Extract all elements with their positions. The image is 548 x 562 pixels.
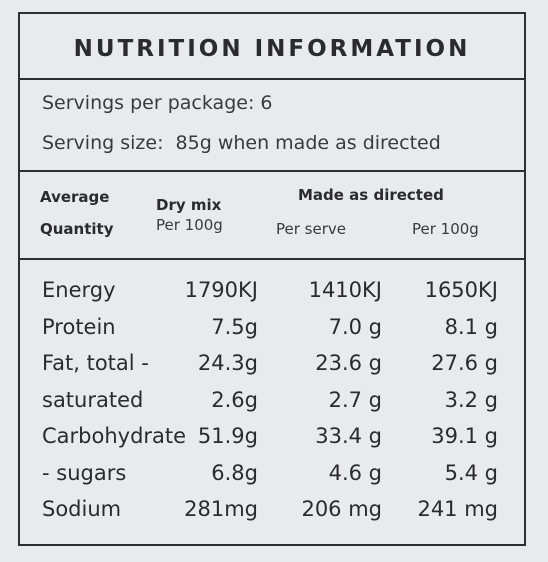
servings: Servings per package: 6 [42, 92, 273, 114]
per-100g-value: 5.4 g [444, 460, 498, 485]
dry-mix-value: 51.9g [197, 424, 258, 448]
title: NUTRITION INFORMATION [73, 36, 471, 62]
col-header: Per 100g [412, 220, 479, 238]
dry-mix-value: 2.6g [211, 387, 258, 412]
dry-mix-value: 6.8g [211, 460, 258, 485]
dry-mix-value: 281mg [184, 497, 258, 521]
per-serve-value: 7.0 g [328, 314, 382, 339]
per-serve-value: 1410KJ [308, 278, 382, 302]
per-serve-value: 33.4 g [315, 424, 382, 448]
divider [20, 258, 524, 260]
divider [20, 78, 524, 80]
per-serve-value: 23.6 g [315, 351, 382, 375]
divider [20, 170, 524, 172]
per-100g-value: 39.1 g [431, 424, 498, 448]
nutrient-name: Protein [42, 314, 116, 339]
per-serve-value: 2.7 g [328, 387, 382, 412]
per-100g-value: 241 mg [417, 497, 498, 521]
per-100g-value: 1650KJ [424, 278, 498, 302]
serving-size: Serving size: 85g when made as directed [42, 132, 441, 154]
per-100g-value: 8.1 g [444, 314, 498, 339]
nutrient-name: Sodium [42, 497, 122, 521]
col-header: Per 100g [156, 216, 223, 234]
nutrient-name: saturated [42, 387, 144, 412]
dry-mix-value: 1790KJ [184, 278, 258, 302]
per-serve-value: 206 mg [301, 497, 382, 521]
nutrition-panel: NUTRITION INFORMATION Servings per packa… [18, 12, 526, 546]
dry-mix-value: 7.5g [211, 314, 258, 339]
per-100g-value: 3.2 g [444, 387, 498, 412]
col-header: Made as directed [298, 186, 444, 204]
per-serve-value: 4.6 g [328, 460, 382, 485]
per-100g-value: 27.6 g [431, 351, 498, 375]
col-header: Average [40, 188, 110, 206]
nutrient-name: Carbohydrate [42, 424, 187, 448]
nutrient-name: - sugars [42, 460, 127, 485]
dry-mix-value: 24.3g [197, 351, 258, 375]
nutrient-name: Fat, total - [42, 351, 149, 375]
nutrient-name: Energy [42, 278, 116, 302]
col-header: Dry mix [156, 196, 222, 214]
col-header: Quantity [40, 220, 114, 238]
col-header: Per serve [276, 220, 346, 238]
